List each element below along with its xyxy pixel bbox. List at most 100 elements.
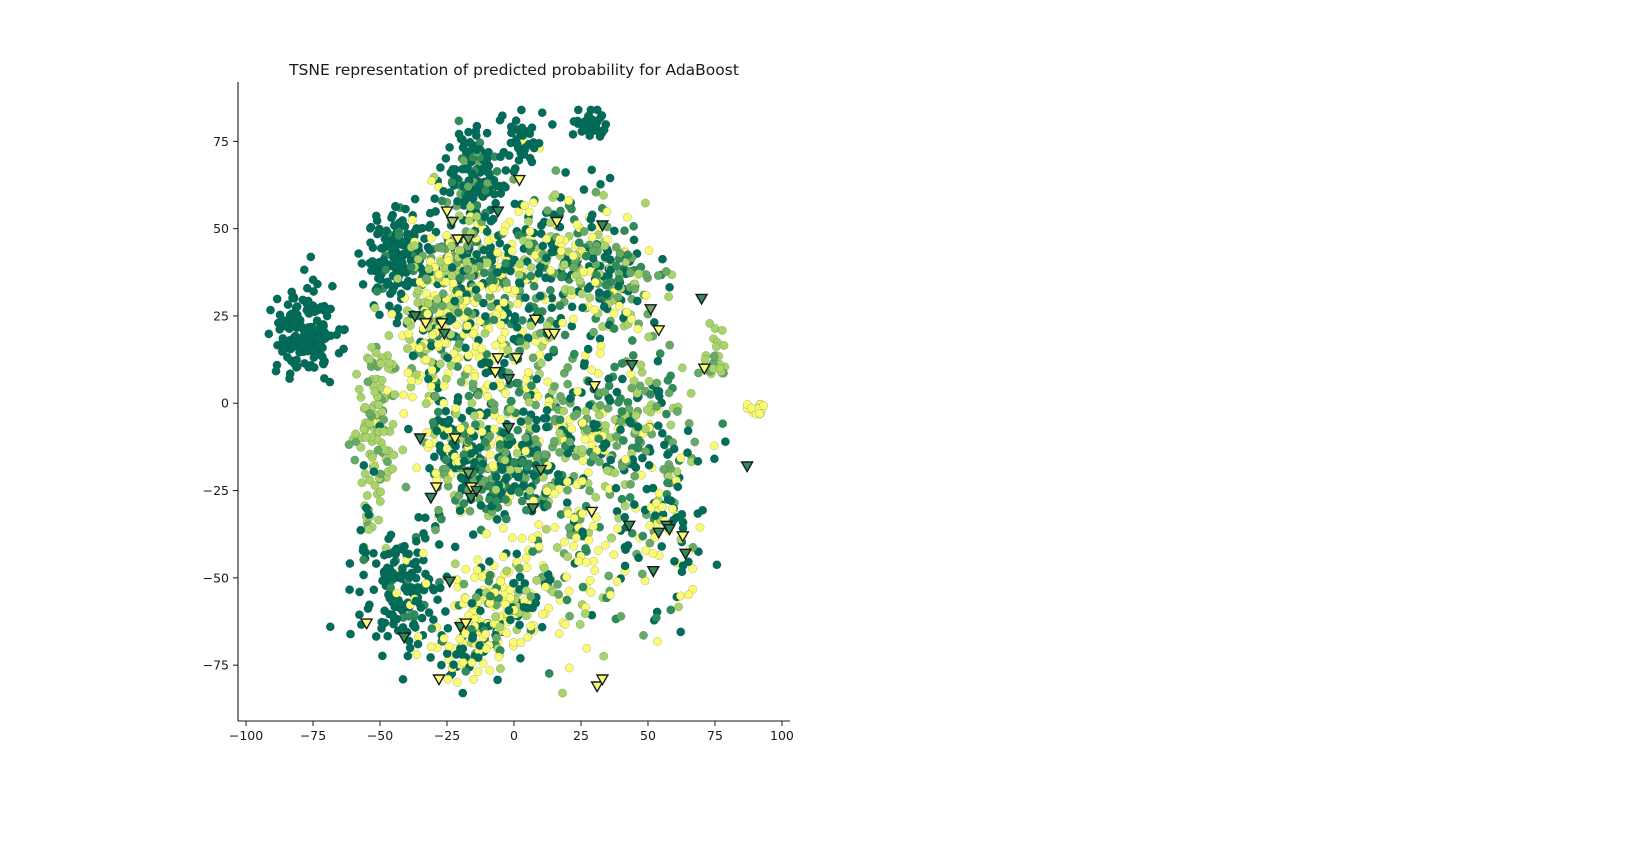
data-point-2477 xyxy=(638,531,648,541)
data-point-2469 xyxy=(586,588,596,597)
data-point-706 xyxy=(356,525,366,535)
data-point-2519 xyxy=(676,627,686,637)
data-point-1598 xyxy=(613,281,623,291)
data-point-1551 xyxy=(627,336,637,345)
data-point-514 xyxy=(351,429,361,439)
data-point-2690 xyxy=(516,105,526,115)
x-tick-label-0: −100 xyxy=(229,728,263,743)
data-point-1944 xyxy=(640,424,650,434)
data-point-2573 xyxy=(427,624,437,634)
data-point-1453 xyxy=(524,304,534,314)
data-point-2034 xyxy=(665,340,675,350)
data-point-736 xyxy=(377,624,386,633)
data-point-2757 xyxy=(425,245,434,255)
data-point-1130 xyxy=(513,299,523,309)
data-point-1080 xyxy=(512,322,522,332)
data-point-2529 xyxy=(657,502,667,512)
data-point-2248 xyxy=(517,496,527,506)
data-point-1799 xyxy=(506,404,516,414)
data-point-563 xyxy=(370,481,380,490)
data-point-1408 xyxy=(547,303,557,313)
data-point-773 xyxy=(461,564,471,574)
data-point-892 xyxy=(504,606,514,616)
data-point-1831 xyxy=(524,397,534,407)
data-point-2511 xyxy=(666,605,676,615)
data-point-648 xyxy=(346,629,355,639)
data-point-2792 xyxy=(471,285,481,295)
data-point-2053 xyxy=(468,530,478,540)
misclassified-marker-1 xyxy=(445,216,460,229)
data-point-2039 xyxy=(683,426,693,436)
data-point-2445 xyxy=(522,563,532,572)
data-point-1562 xyxy=(602,207,612,217)
data-point-2498 xyxy=(669,556,679,566)
data-point-589 xyxy=(370,387,380,397)
data-point-341 xyxy=(441,153,451,163)
data-point-1850 xyxy=(473,390,483,400)
data-point-1576 xyxy=(629,235,639,245)
data-point-994 xyxy=(482,349,492,359)
data-point-2426 xyxy=(609,550,619,560)
data-point-2587 xyxy=(494,652,504,662)
data-point-1786 xyxy=(549,345,559,355)
data-point-1715 xyxy=(539,413,549,423)
data-point-1415 xyxy=(587,222,597,232)
data-point-2167 xyxy=(469,411,479,421)
data-point-448 xyxy=(471,126,481,136)
data-point-261 xyxy=(357,259,367,268)
data-point-1859 xyxy=(528,353,538,363)
data-point-1856 xyxy=(550,381,559,391)
data-point-1583 xyxy=(625,268,635,278)
data-point-2456 xyxy=(528,547,538,557)
data-point-288 xyxy=(371,211,381,221)
data-point-2527 xyxy=(678,561,688,571)
data-point-2420 xyxy=(560,537,569,547)
data-point-2260 xyxy=(501,514,511,524)
data-point-2164 xyxy=(432,426,442,436)
data-point-2613 xyxy=(387,309,397,319)
data-point-2146 xyxy=(442,444,452,454)
data-point-2506 xyxy=(688,564,698,574)
data-point-52 xyxy=(272,294,282,304)
data-point-55 xyxy=(299,265,309,275)
data-point-862 xyxy=(475,606,485,616)
data-point-2577 xyxy=(481,644,491,654)
data-point-2169 xyxy=(463,364,473,374)
data-point-2258 xyxy=(480,437,490,447)
data-point-2750 xyxy=(437,243,447,253)
data-point-1870 xyxy=(555,415,565,425)
data-point-627 xyxy=(434,540,444,549)
data-point-542 xyxy=(344,440,354,450)
data-point-312 xyxy=(381,265,391,275)
data-point-1141 xyxy=(449,349,459,359)
data-point-298 xyxy=(387,286,397,296)
data-point-2017 xyxy=(563,363,573,372)
data-point-1827 xyxy=(518,407,528,417)
data-point-2830 xyxy=(450,296,460,306)
data-point-832 xyxy=(515,563,524,573)
data-point-408 xyxy=(435,163,445,173)
data-point-124 xyxy=(315,324,325,334)
data-point-1436 xyxy=(535,291,545,301)
data-point-2846 xyxy=(456,377,466,387)
data-point-2814 xyxy=(455,273,465,283)
data-point-712 xyxy=(429,585,439,595)
data-point-1796 xyxy=(542,405,552,415)
x-tick-label-2: −50 xyxy=(367,728,393,743)
misclassified-marker-52 xyxy=(740,461,754,474)
data-point-2871 xyxy=(404,329,414,339)
data-point-2170 xyxy=(466,426,476,436)
data-point-2319 xyxy=(459,456,469,466)
data-point-2150 xyxy=(433,407,443,417)
data-point-450 xyxy=(480,186,490,196)
data-point-1592 xyxy=(634,269,644,279)
data-point-909 xyxy=(495,622,505,632)
data-point-1596 xyxy=(613,292,623,302)
data-point-2819 xyxy=(464,216,474,226)
data-point-700 xyxy=(404,611,414,621)
data-point-1403 xyxy=(555,234,565,244)
data-point-2003 xyxy=(578,418,587,428)
data-point-579 xyxy=(375,497,385,506)
data-point-396 xyxy=(509,167,519,177)
data-point-2143 xyxy=(453,392,463,402)
